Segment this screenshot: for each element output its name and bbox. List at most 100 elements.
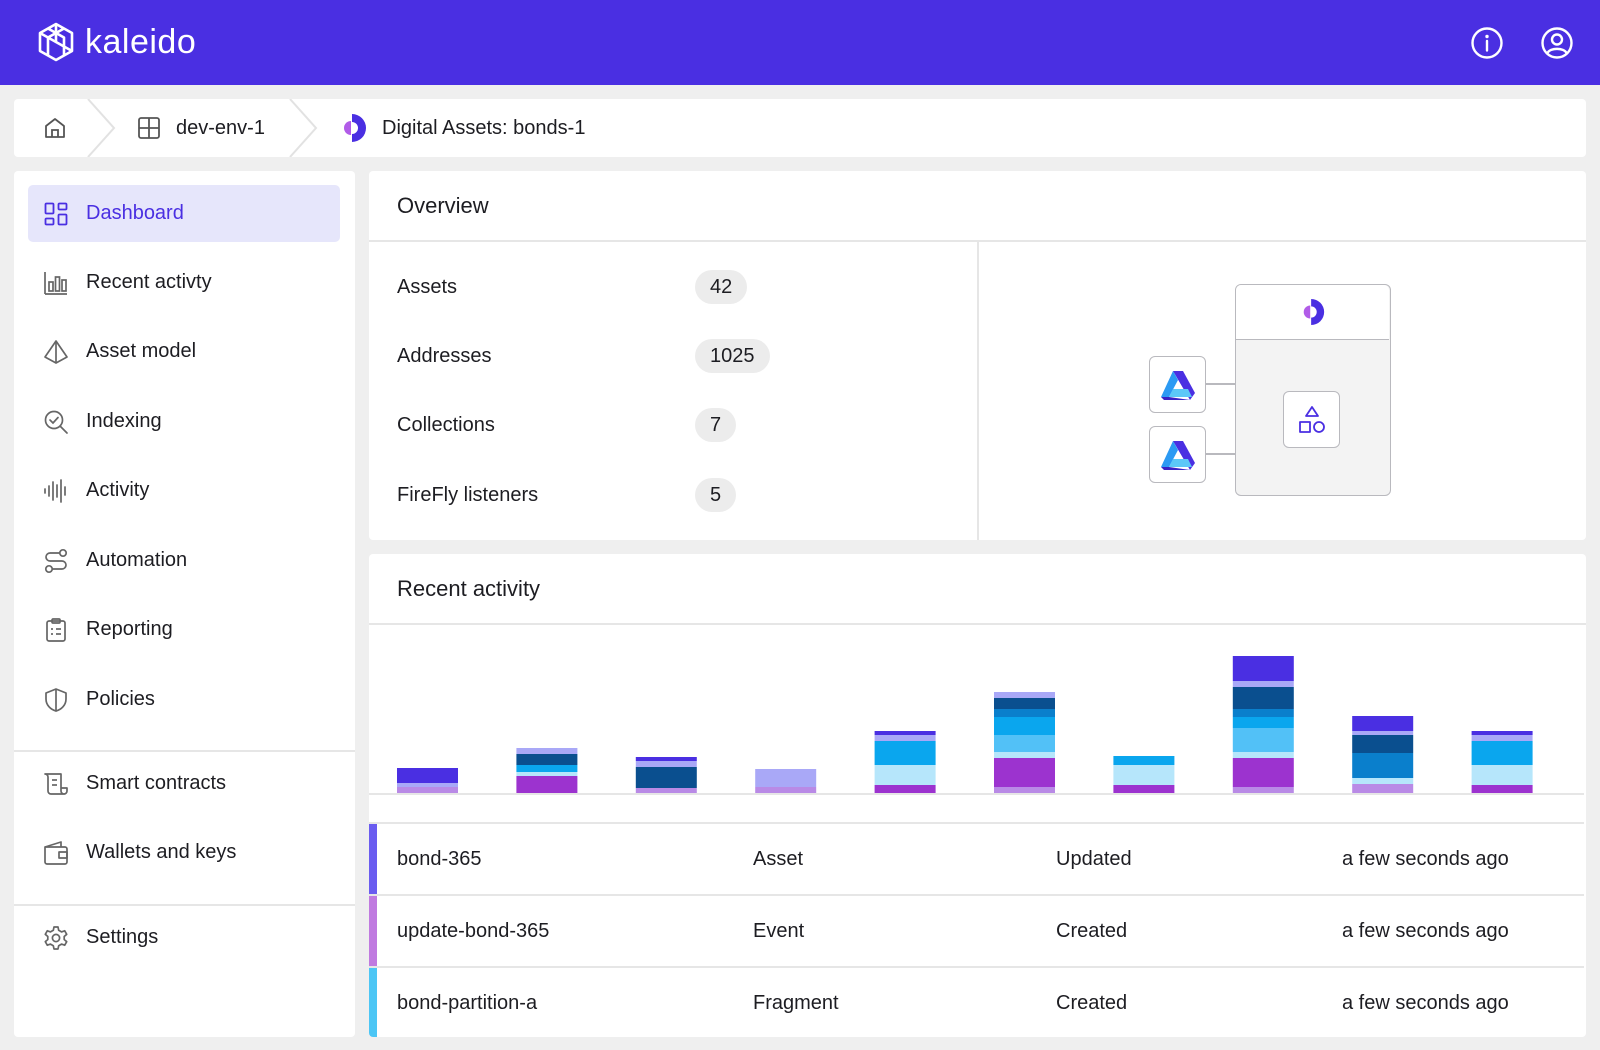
breadcrumb-separator xyxy=(288,98,318,158)
chart-bar-segment xyxy=(635,788,697,793)
shield-icon xyxy=(42,686,70,714)
chart-bar-segment xyxy=(1232,681,1294,687)
user-circle-icon[interactable] xyxy=(1540,26,1574,60)
chart-bar-segment xyxy=(1471,741,1533,765)
chart-bar-segment xyxy=(1113,765,1175,785)
chart-bar-segment xyxy=(994,735,1055,752)
kaleido-logo[interactable]: kaleido xyxy=(35,20,196,64)
stat-label-addresses: Addresses xyxy=(397,345,492,367)
chart-bar[interactable] xyxy=(1113,756,1175,793)
chart-bar[interactable] xyxy=(397,768,458,793)
row-divider xyxy=(369,822,1584,824)
blockchain-node-icon xyxy=(1160,440,1195,470)
chart-bar-segment xyxy=(397,783,458,787)
diagram-chain-box xyxy=(1149,356,1206,413)
chart-bar[interactable] xyxy=(874,731,936,793)
chart-bar-segment xyxy=(874,741,936,765)
stat-value-assets: 42 xyxy=(695,270,748,304)
stat-label-firefly-listeners: FireFly listeners xyxy=(397,484,539,506)
recent-activity-panel: Recent activity bond-365 Asset Updated a… xyxy=(369,554,1586,1037)
chart-bar[interactable] xyxy=(1232,656,1294,793)
chart-bar-segment xyxy=(1232,717,1294,728)
chart-bar-segment xyxy=(1113,756,1175,765)
sidebar-item-settings[interactable]: Settings xyxy=(28,909,340,966)
sidebar-item-label: Settings xyxy=(86,926,159,948)
row-name: bond-partition-a xyxy=(397,991,538,1014)
stat-value-addresses: 1025 xyxy=(695,339,770,373)
row-action: Updated xyxy=(1056,847,1132,870)
chart-bar-segment xyxy=(874,735,936,741)
chart-bar-segment xyxy=(994,787,1055,793)
sidebar-divider xyxy=(14,904,355,906)
chart-bar-segment xyxy=(994,752,1055,758)
chart-bar-segment xyxy=(1232,656,1294,681)
diagram-connector xyxy=(1203,383,1235,385)
gear-icon xyxy=(42,924,70,952)
sidebar-item-reporting[interactable]: Reporting xyxy=(28,601,340,658)
sidebar: Dashboard Recent activty Asset model Ind… xyxy=(14,171,355,1037)
chart-bar[interactable] xyxy=(516,748,578,793)
chart-bar-segment xyxy=(635,767,697,788)
row-type: Event xyxy=(753,919,805,942)
top-bar: kaleido xyxy=(0,0,1600,85)
overview-panel: Overview Assets 42 Addresses 1025 Collec… xyxy=(369,171,1586,540)
chart-bar[interactable] xyxy=(635,757,697,793)
table-row[interactable]: bond-365 Asset Updated a few seconds ago xyxy=(369,824,1584,894)
chart-bars xyxy=(397,656,1533,793)
sidebar-item-policies[interactable]: Policies xyxy=(28,671,340,728)
stat-value-collections: 7 xyxy=(695,408,737,442)
chart-bar-segment xyxy=(1232,728,1294,752)
chart-bar[interactable] xyxy=(994,692,1055,793)
chart-bar-segment xyxy=(635,757,697,761)
row-time: a few seconds ago xyxy=(1342,919,1509,942)
chart-bar-segment xyxy=(516,754,578,765)
row-type: Fragment xyxy=(753,991,839,1014)
diagram-chain-box xyxy=(1149,426,1206,483)
info-icon[interactable] xyxy=(1470,26,1504,60)
overview-title: Overview xyxy=(397,193,489,218)
chart-bar-segment xyxy=(1471,785,1533,793)
sidebar-item-asset-model[interactable]: Asset model xyxy=(28,323,340,380)
table-row[interactable]: bond-partition-a Fragment Created a few … xyxy=(369,968,1584,1037)
blockchain-node-icon xyxy=(1160,370,1195,400)
sidebar-item-label: Reporting xyxy=(86,618,173,640)
row-name: update-bond-365 xyxy=(397,919,550,942)
activity-chart xyxy=(369,656,1584,795)
chart-bar-segment xyxy=(1232,687,1294,709)
wallet-icon xyxy=(42,839,70,867)
recent-activity-title: Recent activity xyxy=(397,576,541,601)
chart-bar-segment xyxy=(1471,765,1533,785)
digital-assets-icon xyxy=(344,114,366,142)
sidebar-item-dashboard[interactable]: Dashboard xyxy=(28,185,340,242)
chart-bar-segment xyxy=(755,769,817,787)
chart-bar[interactable] xyxy=(1352,716,1414,793)
chart-bar-segment xyxy=(755,787,817,793)
chart-bar[interactable] xyxy=(1471,731,1533,793)
chart-bar-segment xyxy=(1232,787,1294,793)
sidebar-item-label: Automation xyxy=(86,549,188,571)
sidebar-item-recent-activity[interactable]: Recent activty xyxy=(28,254,340,311)
sidebar-item-label: Policies xyxy=(86,688,155,710)
stat-label-assets: Assets xyxy=(397,276,458,298)
breadcrumb-env-label: dev-env-1 xyxy=(176,116,265,139)
sidebar-item-automation[interactable]: Automation xyxy=(28,532,340,589)
chart-bar[interactable] xyxy=(755,769,817,793)
chart-bar-segment xyxy=(1352,716,1414,731)
sidebar-item-activity[interactable]: Activity xyxy=(28,462,340,519)
sidebar-item-smart-contracts[interactable]: Smart contracts xyxy=(28,755,340,812)
chart-bar-segment xyxy=(516,772,578,776)
digital-assets-icon xyxy=(1303,299,1324,325)
chart-bar-segment xyxy=(635,761,697,767)
sidebar-divider xyxy=(14,750,355,752)
sidebar-item-indexing[interactable]: Indexing xyxy=(28,393,340,450)
breadcrumb-home[interactable] xyxy=(42,99,68,157)
breadcrumb-service[interactable]: Digital Assets: bonds-1 xyxy=(340,99,585,157)
chart-bar-segment xyxy=(397,787,458,793)
chart-bar-segment xyxy=(1352,784,1414,793)
chart-bar-segment xyxy=(874,731,936,735)
table-row[interactable]: update-bond-365 Event Created a few seco… xyxy=(369,896,1584,966)
flow-icon xyxy=(42,547,70,575)
breadcrumb-environment[interactable]: dev-env-1 xyxy=(136,99,265,157)
row-divider xyxy=(369,894,1584,896)
sidebar-item-wallets-and-keys[interactable]: Wallets and keys xyxy=(28,824,340,881)
